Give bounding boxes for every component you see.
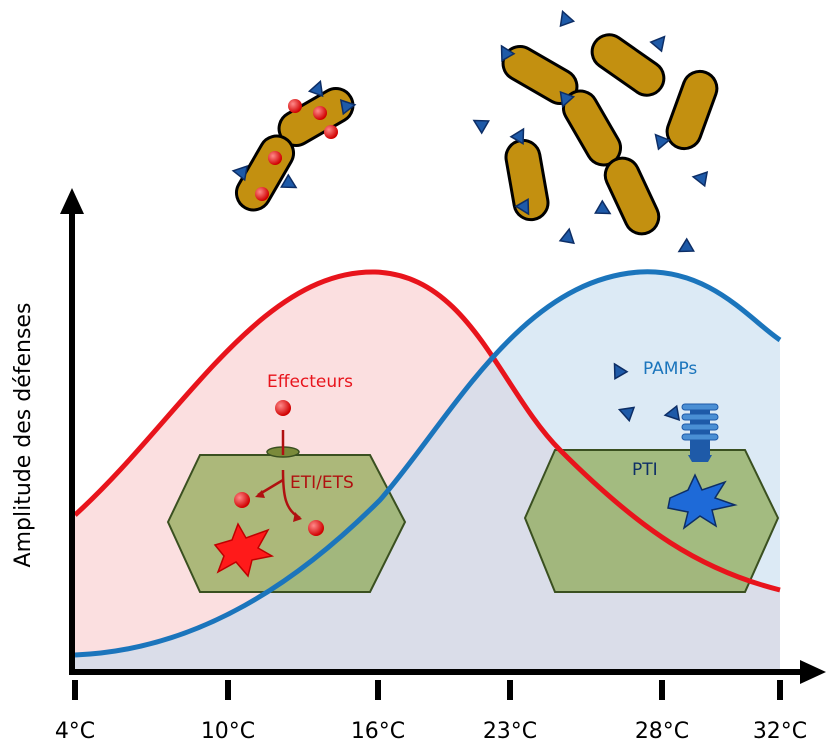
effectors-label: Effecteurs — [267, 372, 353, 392]
y-arrow — [60, 188, 84, 214]
x-tick-label: 23°C — [483, 719, 537, 744]
blue-curve — [74, 269, 782, 658]
x-ticks: 4°C 10°C 16°C 23°C 28°C 32°C — [55, 680, 807, 744]
bacteria — [235, 33, 719, 236]
x-arrow — [800, 660, 826, 684]
x-tick-label: 32°C — [753, 719, 807, 744]
axes — [69, 210, 805, 675]
x-tick-label: 4°C — [55, 719, 95, 744]
x-tick-label: 16°C — [351, 719, 405, 744]
cell-left — [166, 454, 407, 593]
bacteria-dots — [255, 99, 338, 201]
pamps-label: PAMPs — [643, 359, 697, 379]
x-tick-label: 28°C — [635, 719, 689, 744]
x-tick-label: 10°C — [201, 719, 255, 744]
pti-details — [607, 359, 738, 530]
pti-label: PTI — [632, 460, 658, 480]
y-axis-label: Amplitude des défenses — [11, 303, 36, 568]
eti-label: ETI/ETS — [290, 473, 354, 493]
eti-details — [213, 400, 324, 578]
red-curve — [73, 269, 781, 593]
